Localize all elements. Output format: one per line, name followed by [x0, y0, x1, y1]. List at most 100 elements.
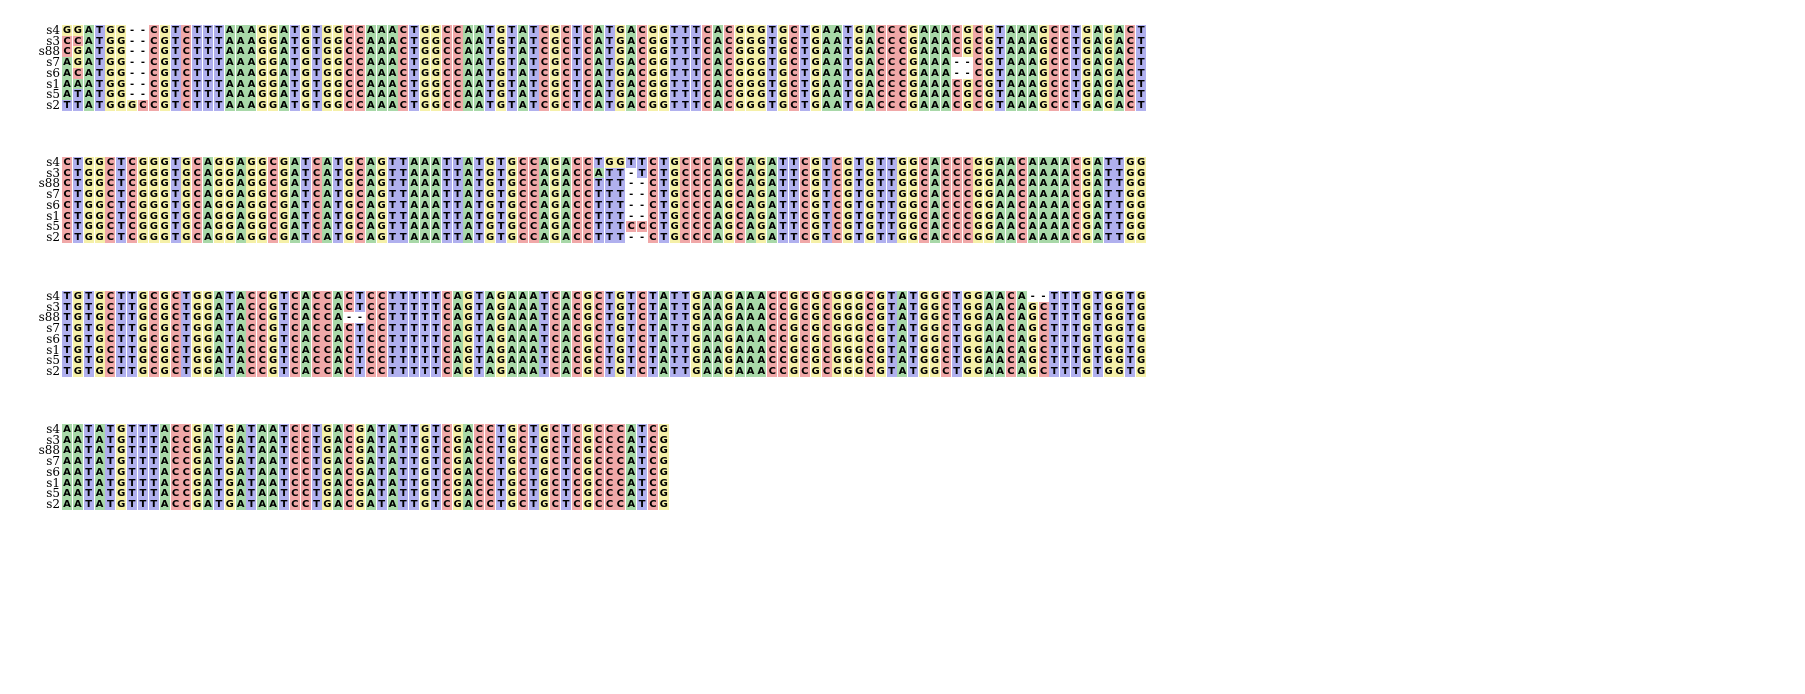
- nucleotide-cell: G: [647, 25, 658, 36]
- nucleotide-cell: C: [550, 466, 561, 478]
- nucleotide-cell: C: [192, 231, 203, 243]
- nucleotide-cell: G: [159, 89, 170, 101]
- nucleotide-cell: C: [550, 424, 561, 435]
- nucleotide-cell: T: [604, 210, 615, 222]
- nucleotide-cell: G: [485, 167, 496, 179]
- nucleotide-cell: T: [843, 99, 854, 111]
- nucleotide-cell: A: [1005, 167, 1016, 179]
- nucleotide-cell: C: [637, 323, 648, 335]
- nucleotide-cell: T: [430, 456, 441, 468]
- nucleotide-cell: A: [767, 221, 778, 233]
- nucleotide-cell: A: [561, 333, 572, 345]
- nucleotide-cell: C: [105, 323, 116, 335]
- nucleotide-cell: G: [745, 57, 756, 69]
- nucleotide-cell: G: [582, 466, 593, 478]
- nucleotide-cell: G: [257, 221, 268, 233]
- nucleotide-cell: G: [908, 67, 919, 79]
- nucleotide-cell: T: [181, 355, 192, 367]
- nucleotide-cell: T: [127, 466, 138, 478]
- nucleotide-cell: G: [452, 477, 463, 489]
- nucleotide-cell: T: [148, 498, 159, 510]
- nucleotide-cell: G: [550, 78, 561, 90]
- nucleotide-cell: C: [550, 477, 561, 489]
- nucleotide-cell: G: [430, 89, 441, 101]
- nucleotide-cell: T: [691, 78, 702, 90]
- nucleotide-cell: A: [517, 333, 528, 345]
- nucleotide-cell: T: [127, 488, 138, 500]
- nucleotide-cell: A: [365, 25, 376, 36]
- nucleotide-cell: C: [311, 291, 322, 302]
- nucleotide-cell: G: [268, 25, 279, 36]
- gap-cell: -: [637, 189, 648, 201]
- nucleotide-cell: T: [995, 99, 1006, 111]
- nucleotide-cell: A: [713, 344, 723, 356]
- nucleotide-cell: A: [1092, 231, 1103, 243]
- nucleotide-cell: T: [430, 355, 441, 367]
- nucleotide-cell: A: [463, 46, 474, 58]
- nucleotide-cell: T: [561, 477, 572, 489]
- nucleotide-cell: T: [680, 333, 691, 345]
- nucleotide-cell: G: [1136, 157, 1147, 168]
- nucleotide-cell: T: [376, 445, 387, 457]
- nucleotide-cell: C: [561, 25, 572, 36]
- nucleotide-cell: G: [550, 57, 561, 69]
- nucleotide-cell: C: [354, 199, 365, 211]
- nucleotide-cell: G: [159, 231, 170, 243]
- nucleotide-cell: C: [170, 424, 181, 435]
- nucleotide-cell: C: [723, 89, 734, 101]
- nucleotide-cell: G: [159, 312, 170, 324]
- nucleotide-cell: T: [213, 99, 224, 111]
- nucleotide-cell: A: [756, 312, 767, 324]
- sequence-label: s3: [46, 432, 60, 447]
- nucleotide-cell: A: [365, 466, 376, 478]
- nucleotide-cell: A: [756, 291, 767, 302]
- nucleotide-cell: G: [582, 291, 593, 302]
- nucleotide-cell: T: [658, 189, 669, 201]
- nucleotide-cell: C: [170, 445, 181, 457]
- nucleotide-cell: C: [257, 301, 268, 313]
- gap-cell: -: [137, 25, 148, 36]
- nucleotide-cell: T: [886, 221, 897, 233]
- nucleotide-cell: T: [279, 355, 289, 367]
- nucleotide-cell: C: [528, 199, 539, 211]
- nucleotide-cell: C: [441, 456, 452, 468]
- nucleotide-cell: T: [62, 344, 72, 356]
- nucleotide-cell: G: [300, 35, 311, 47]
- nucleotide-cell: G: [908, 210, 919, 222]
- gap-cell: -: [637, 178, 648, 190]
- nucleotide-cell: T: [593, 210, 604, 222]
- sequence-label: s3: [46, 299, 60, 314]
- nucleotide-cell: A: [745, 301, 756, 313]
- nucleotide-cell: T: [604, 99, 615, 111]
- nucleotide-cell: T: [1071, 99, 1082, 111]
- nucleotide-cell: C: [127, 231, 138, 243]
- nucleotide-cell: A: [452, 301, 463, 313]
- nucleotide-cell: G: [843, 167, 854, 179]
- nucleotide-cell: C: [105, 365, 116, 377]
- nucleotide-cell: A: [517, 78, 528, 90]
- nucleotide-cell: C: [474, 498, 485, 510]
- nucleotide-cell: C: [702, 89, 713, 101]
- nucleotide-cell: G: [810, 157, 821, 168]
- nucleotide-cell: C: [962, 189, 973, 201]
- nucleotide-cell: C: [1125, 57, 1136, 69]
- nucleotide-cell: G: [984, 157, 995, 168]
- nucleotide-cell: C: [1038, 323, 1049, 335]
- nucleotide-cell: A: [365, 178, 376, 190]
- nucleotide-cell: C: [723, 25, 734, 36]
- nucleotide-cell: C: [1060, 67, 1071, 79]
- nucleotide-cell: A: [409, 221, 420, 233]
- nucleotide-cell: T: [496, 477, 506, 489]
- nucleotide-cell: C: [127, 157, 138, 168]
- nucleotide-cell: T: [539, 301, 550, 313]
- nucleotide-cell: G: [615, 89, 626, 101]
- nucleotide-cell: C: [181, 89, 192, 101]
- nucleotide-cell: G: [376, 199, 387, 211]
- nucleotide-cell: G: [647, 78, 658, 90]
- nucleotide-cell: A: [474, 25, 485, 36]
- nucleotide-cell: A: [235, 231, 246, 243]
- nucleotide-cell: G: [1038, 78, 1049, 90]
- nucleotide-cell: A: [995, 291, 1006, 302]
- nucleotide-cell: C: [571, 456, 582, 468]
- nucleotide-cell: T: [94, 67, 105, 79]
